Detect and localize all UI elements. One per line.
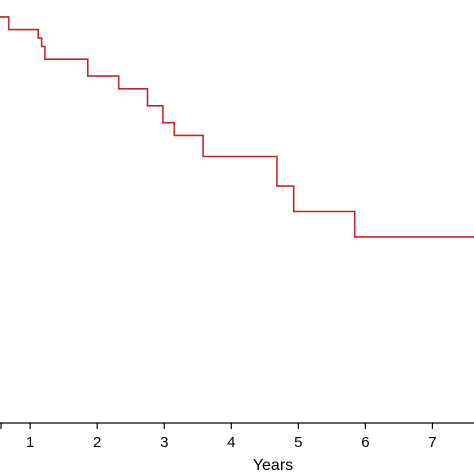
x-tick-label-1: 1 [26, 434, 34, 451]
x-tick-label-6: 6 [361, 434, 369, 451]
x-tick-label-2: 2 [93, 434, 101, 451]
x-axis-title: Years [253, 457, 293, 474]
x-tick-label-5: 5 [294, 434, 302, 451]
x-tick-label-3: 3 [160, 434, 168, 451]
survival-step-line-0 [0, 16, 474, 238]
x-tick-label-4: 4 [227, 434, 235, 451]
x-tick-label-7: 7 [428, 434, 436, 451]
x-axis-ticks: 1 2 3 4 5 6 7 [0, 423, 437, 451]
series-group [0, 16, 474, 238]
